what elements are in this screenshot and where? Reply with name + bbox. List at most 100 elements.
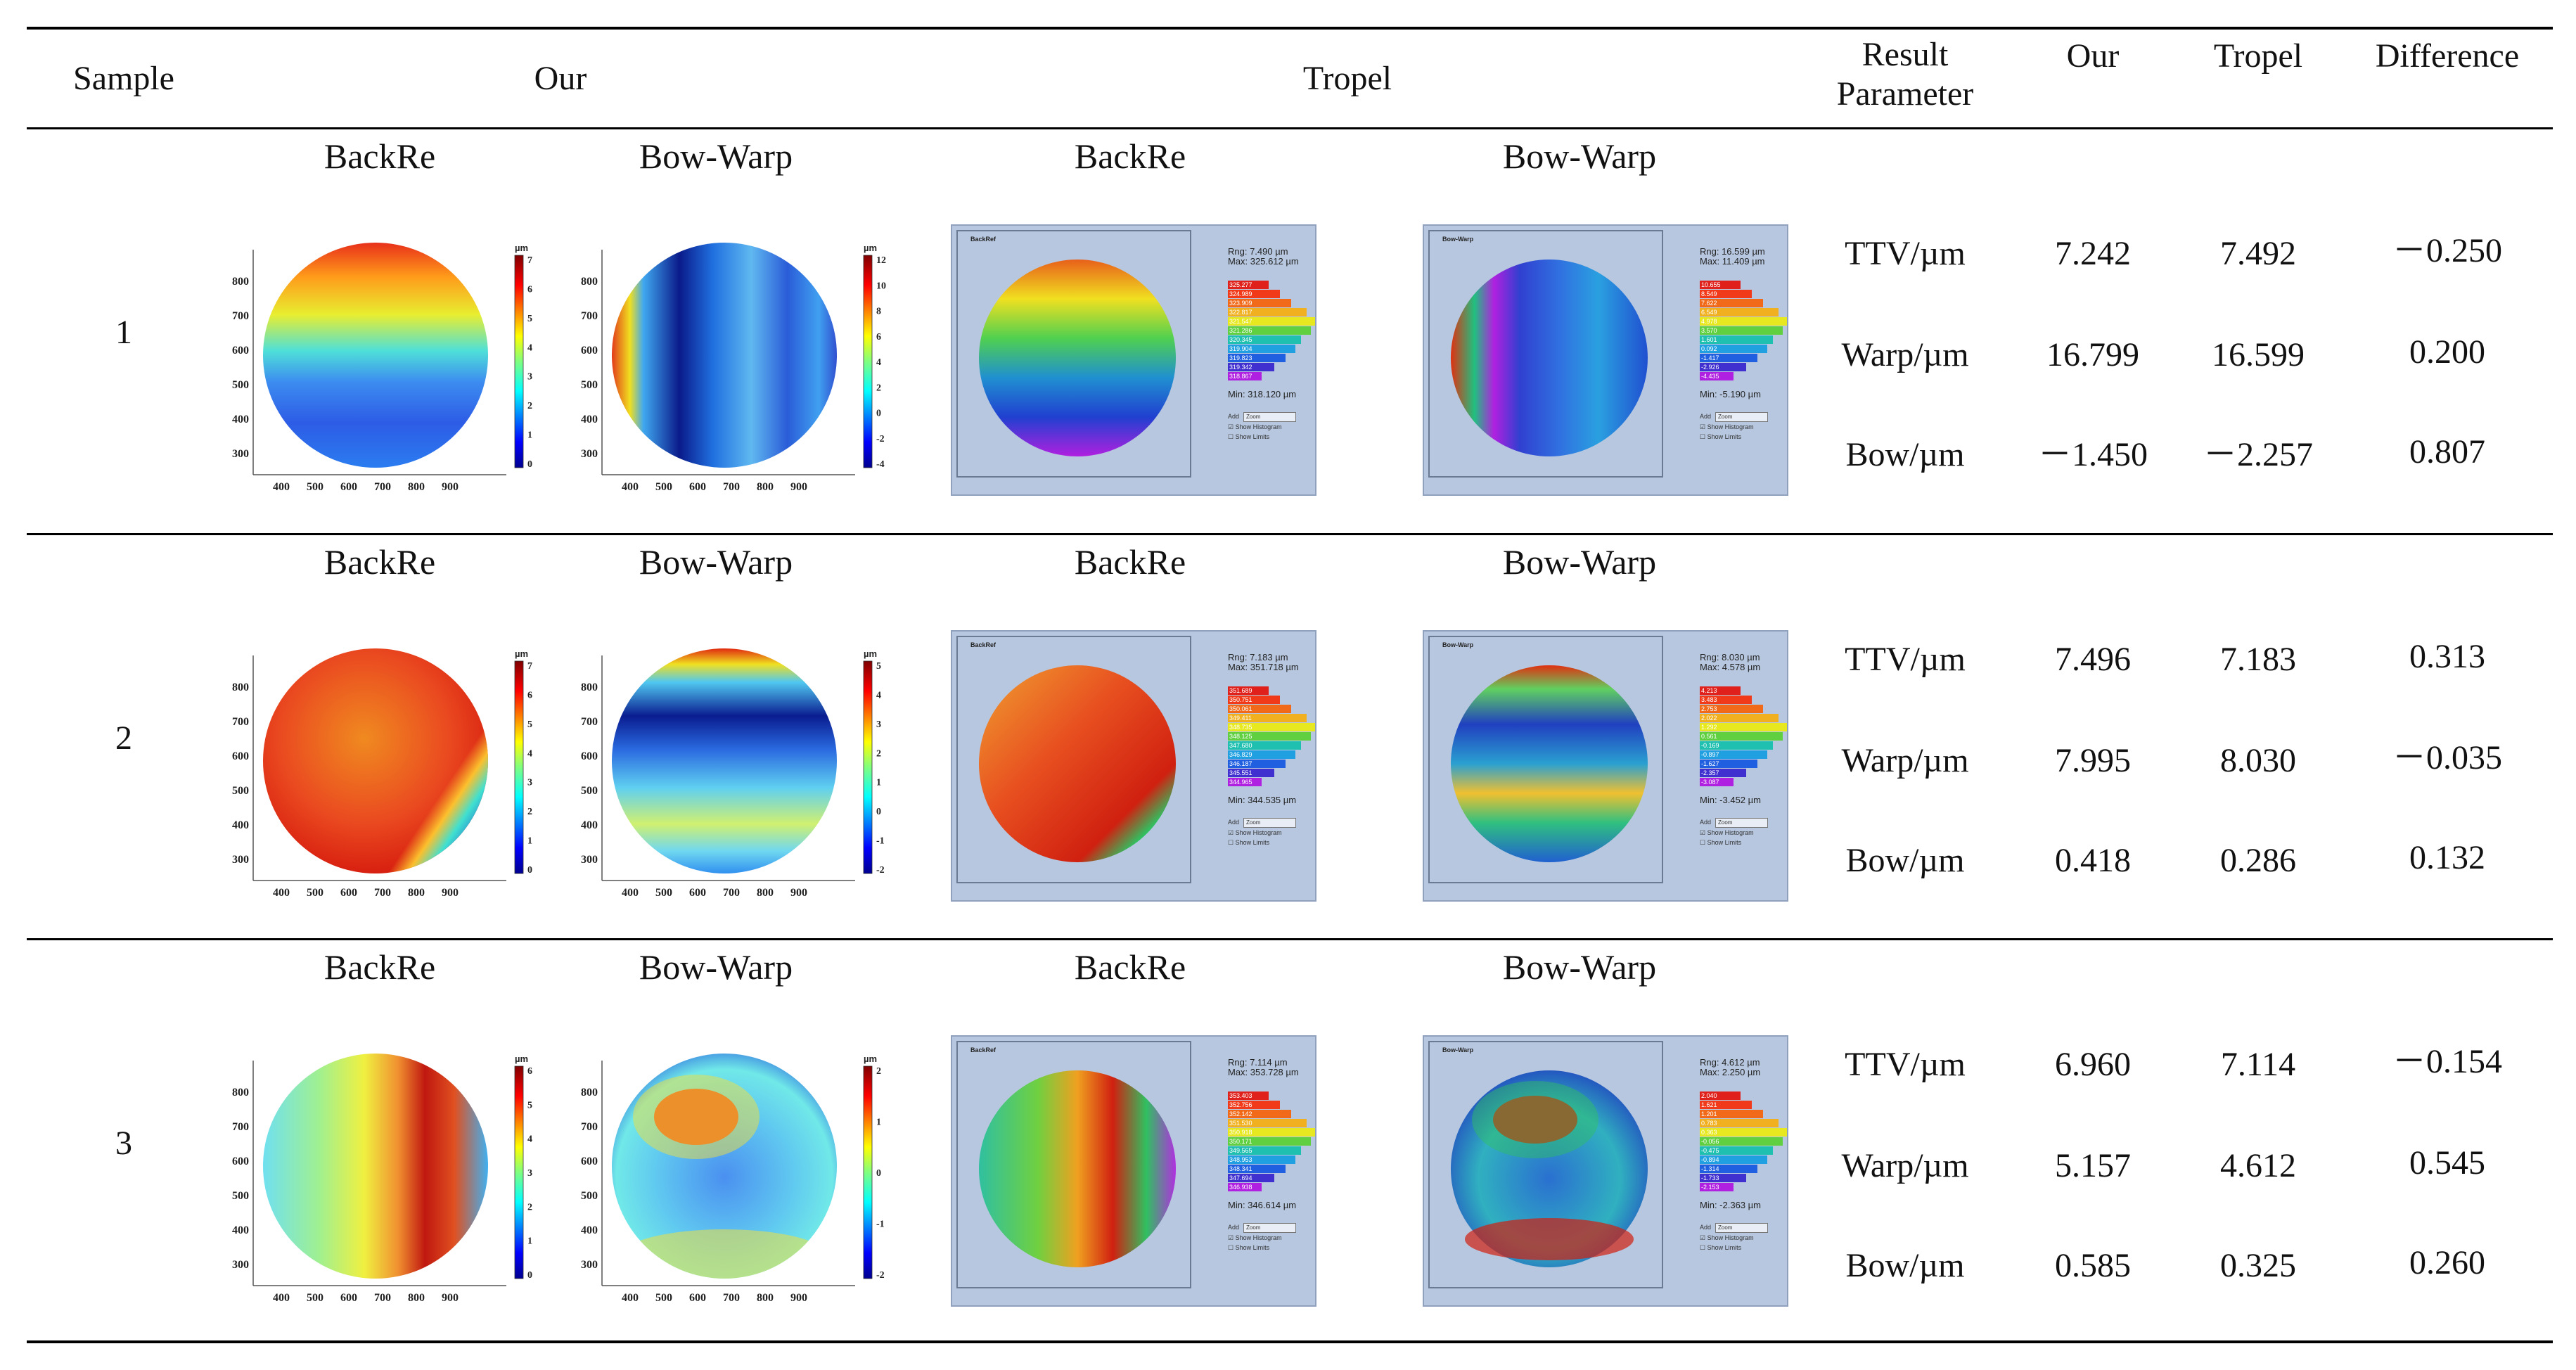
tropel-wafer-map — [979, 1070, 1176, 1267]
colorbar-unit: µm — [864, 243, 877, 253]
tropel-hist-bar: 319.823 — [1228, 354, 1286, 362]
tropel-max: Max: 325.612 µm — [1228, 256, 1299, 267]
result-our: 6.960 — [2055, 1046, 2131, 1083]
sub-label-backre: BackRe — [1074, 947, 1186, 987]
tropel-show-limits[interactable]: ☐ Show Limits — [1700, 433, 1742, 440]
tropel-wafer — [1451, 665, 1648, 862]
tropel-hist-label: 322.817 — [1229, 309, 1252, 316]
tropel-show-limits[interactable]: ☐ Show Limits — [1700, 1243, 1742, 1251]
tropel-show-histogram[interactable]: ☑ Show Histogram — [1228, 423, 1282, 430]
tropel-zoom-select[interactable]: Zoom — [1243, 817, 1297, 828]
y-tick-label: 600 — [581, 345, 598, 357]
tropel-min: Min: -3.452 µm — [1700, 795, 1761, 805]
x-tick-label: 800 — [408, 1292, 425, 1304]
tropel-hist-label: 344.965 — [1229, 779, 1252, 786]
tropel-show-histogram[interactable]: ☑ Show Histogram — [1228, 1234, 1282, 1241]
tropel-show-limits[interactable]: ☐ Show Limits — [1228, 1243, 1270, 1251]
header-result-parameter: Result Parameter — [1836, 36, 1974, 113]
result-tropel: 16.599 — [2212, 336, 2305, 373]
header-our: Our — [534, 60, 587, 97]
y-tick-label: 700 — [581, 1121, 598, 1133]
tropel-add-label: Add — [1228, 413, 1240, 420]
result-parameter: TTV/µm — [1845, 235, 1966, 272]
tropel-hist-label: 0.363 — [1701, 1129, 1717, 1136]
y-tick-label: 300 — [232, 1259, 249, 1271]
tropel-show-histogram[interactable]: ☑ Show Histogram — [1700, 1234, 1754, 1241]
result-parameter: Bow/µm — [1845, 1247, 1965, 1284]
tropel-hist-bar: -2.357 — [1700, 769, 1746, 777]
colorbar-tick: 3 — [527, 1168, 532, 1179]
y-tick-label: 400 — [581, 819, 598, 831]
tropel-hist-bar: 352.142 — [1228, 1110, 1291, 1118]
tropel-hist-label: 350.751 — [1229, 696, 1252, 703]
tropel-add-label: Add — [1228, 819, 1240, 826]
x-tick-label: 900 — [442, 1292, 459, 1304]
tropel-hist-bar: 3.570 — [1700, 326, 1783, 335]
tropel-show-histogram[interactable]: ☑ Show Histogram — [1228, 828, 1282, 836]
tropel-hist-label: -1.417 — [1701, 354, 1719, 361]
tropel-show-limits[interactable]: ☐ Show Limits — [1700, 838, 1742, 846]
header-difference: Difference — [2375, 37, 2520, 75]
y-tick-label: 700 — [581, 716, 598, 728]
tropel-show-limits[interactable]: ☐ Show Limits — [1228, 433, 1270, 440]
tropel-hist-label: 4.213 — [1701, 687, 1717, 694]
tropel-zoom-select[interactable]: Zoom — [1715, 411, 1769, 422]
tropel-min: Min: 346.614 µm — [1228, 1200, 1297, 1210]
tropel-hist-bar: 319.904 — [1228, 345, 1295, 353]
tropel-hist-bar: 350.171 — [1228, 1137, 1311, 1146]
colorbar-tick: 7 — [527, 661, 532, 672]
sample-number: 3 — [115, 1125, 132, 1162]
tropel-zoom-select[interactable]: Zoom — [1715, 1222, 1769, 1233]
y-tick-label: 400 — [581, 414, 598, 425]
tropel-hist-bar: 349.565 — [1228, 1146, 1301, 1155]
tropel-panel-title: Bow-Warp — [1442, 641, 1474, 648]
tropel-zoom-select[interactable]: Zoom — [1243, 1222, 1297, 1233]
tropel-rng: Rng: 7.183 µm — [1228, 652, 1288, 662]
tropel-hist-bar: 346.938 — [1228, 1183, 1262, 1191]
y-tick-label: 400 — [232, 1224, 249, 1236]
result-parameter: Warp/µm — [1841, 742, 1969, 779]
tropel-zoom-select[interactable]: Zoom — [1243, 411, 1297, 422]
x-tick-label: 900 — [790, 887, 807, 899]
tropel-hist-label: -0.056 — [1701, 1138, 1719, 1145]
colorbar-tick: 4 — [527, 342, 532, 353]
colorbar-tick: 0 — [527, 1270, 532, 1281]
colorbar-tick: 3 — [527, 372, 532, 383]
colorbar-tick: 1 — [876, 1118, 881, 1128]
tropel-hist-bar: -0.475 — [1700, 1146, 1773, 1155]
colorbar-tick: 4 — [876, 357, 881, 368]
sample-number: 1 — [115, 314, 132, 351]
colorbar-tick: 5 — [527, 719, 532, 730]
tropel-hist-label: 348.341 — [1229, 1165, 1252, 1172]
tropel-panel-title: Bow-Warp — [1442, 1046, 1474, 1054]
tropel-hist-label: 1.621 — [1701, 1101, 1717, 1108]
tropel-hist-label: 321.286 — [1229, 327, 1252, 334]
tropel-hist-label: 348.735 — [1229, 724, 1252, 731]
tropel-zoom-select[interactable]: Zoom — [1715, 817, 1769, 828]
sub-label-bowwarp: Bow-Warp — [1502, 136, 1657, 176]
result-parameter: Bow/µm — [1845, 842, 1965, 879]
colorbar — [514, 660, 524, 874]
tropel-hist-label: 318.867 — [1229, 373, 1252, 380]
tropel-hist-bar: 349.411 — [1228, 714, 1307, 722]
tropel-min: Min: -5.190 µm — [1700, 389, 1761, 399]
tropel-hist-label: -0.475 — [1701, 1147, 1719, 1154]
colorbar — [863, 1065, 873, 1279]
header-our-col: Our — [2066, 37, 2120, 75]
tropel-hist-label: -1.733 — [1701, 1174, 1719, 1182]
tropel-hist-label: -1.627 — [1701, 760, 1719, 767]
tropel-show-histogram[interactable]: ☑ Show Histogram — [1700, 423, 1754, 430]
result-parameter: TTV/µm — [1845, 641, 1966, 678]
tropel-hist-label: 349.411 — [1229, 715, 1252, 722]
tropel-hist-label: 10.655 — [1701, 281, 1721, 288]
y-tick-label: 400 — [232, 819, 249, 831]
x-tick-label: 700 — [374, 1292, 391, 1304]
tropel-show-histogram[interactable]: ☑ Show Histogram — [1700, 828, 1754, 836]
result-parameter: Bow/µm — [1845, 436, 1965, 473]
tropel-hist-bar: 2.040 — [1700, 1091, 1741, 1100]
tropel-show-limits[interactable]: ☐ Show Limits — [1228, 838, 1270, 846]
y-tick-label: 700 — [232, 716, 249, 728]
tropel-hist-label: 347.680 — [1229, 742, 1252, 749]
sample-number: 2 — [115, 719, 132, 757]
x-tick-label: 900 — [790, 1292, 807, 1304]
